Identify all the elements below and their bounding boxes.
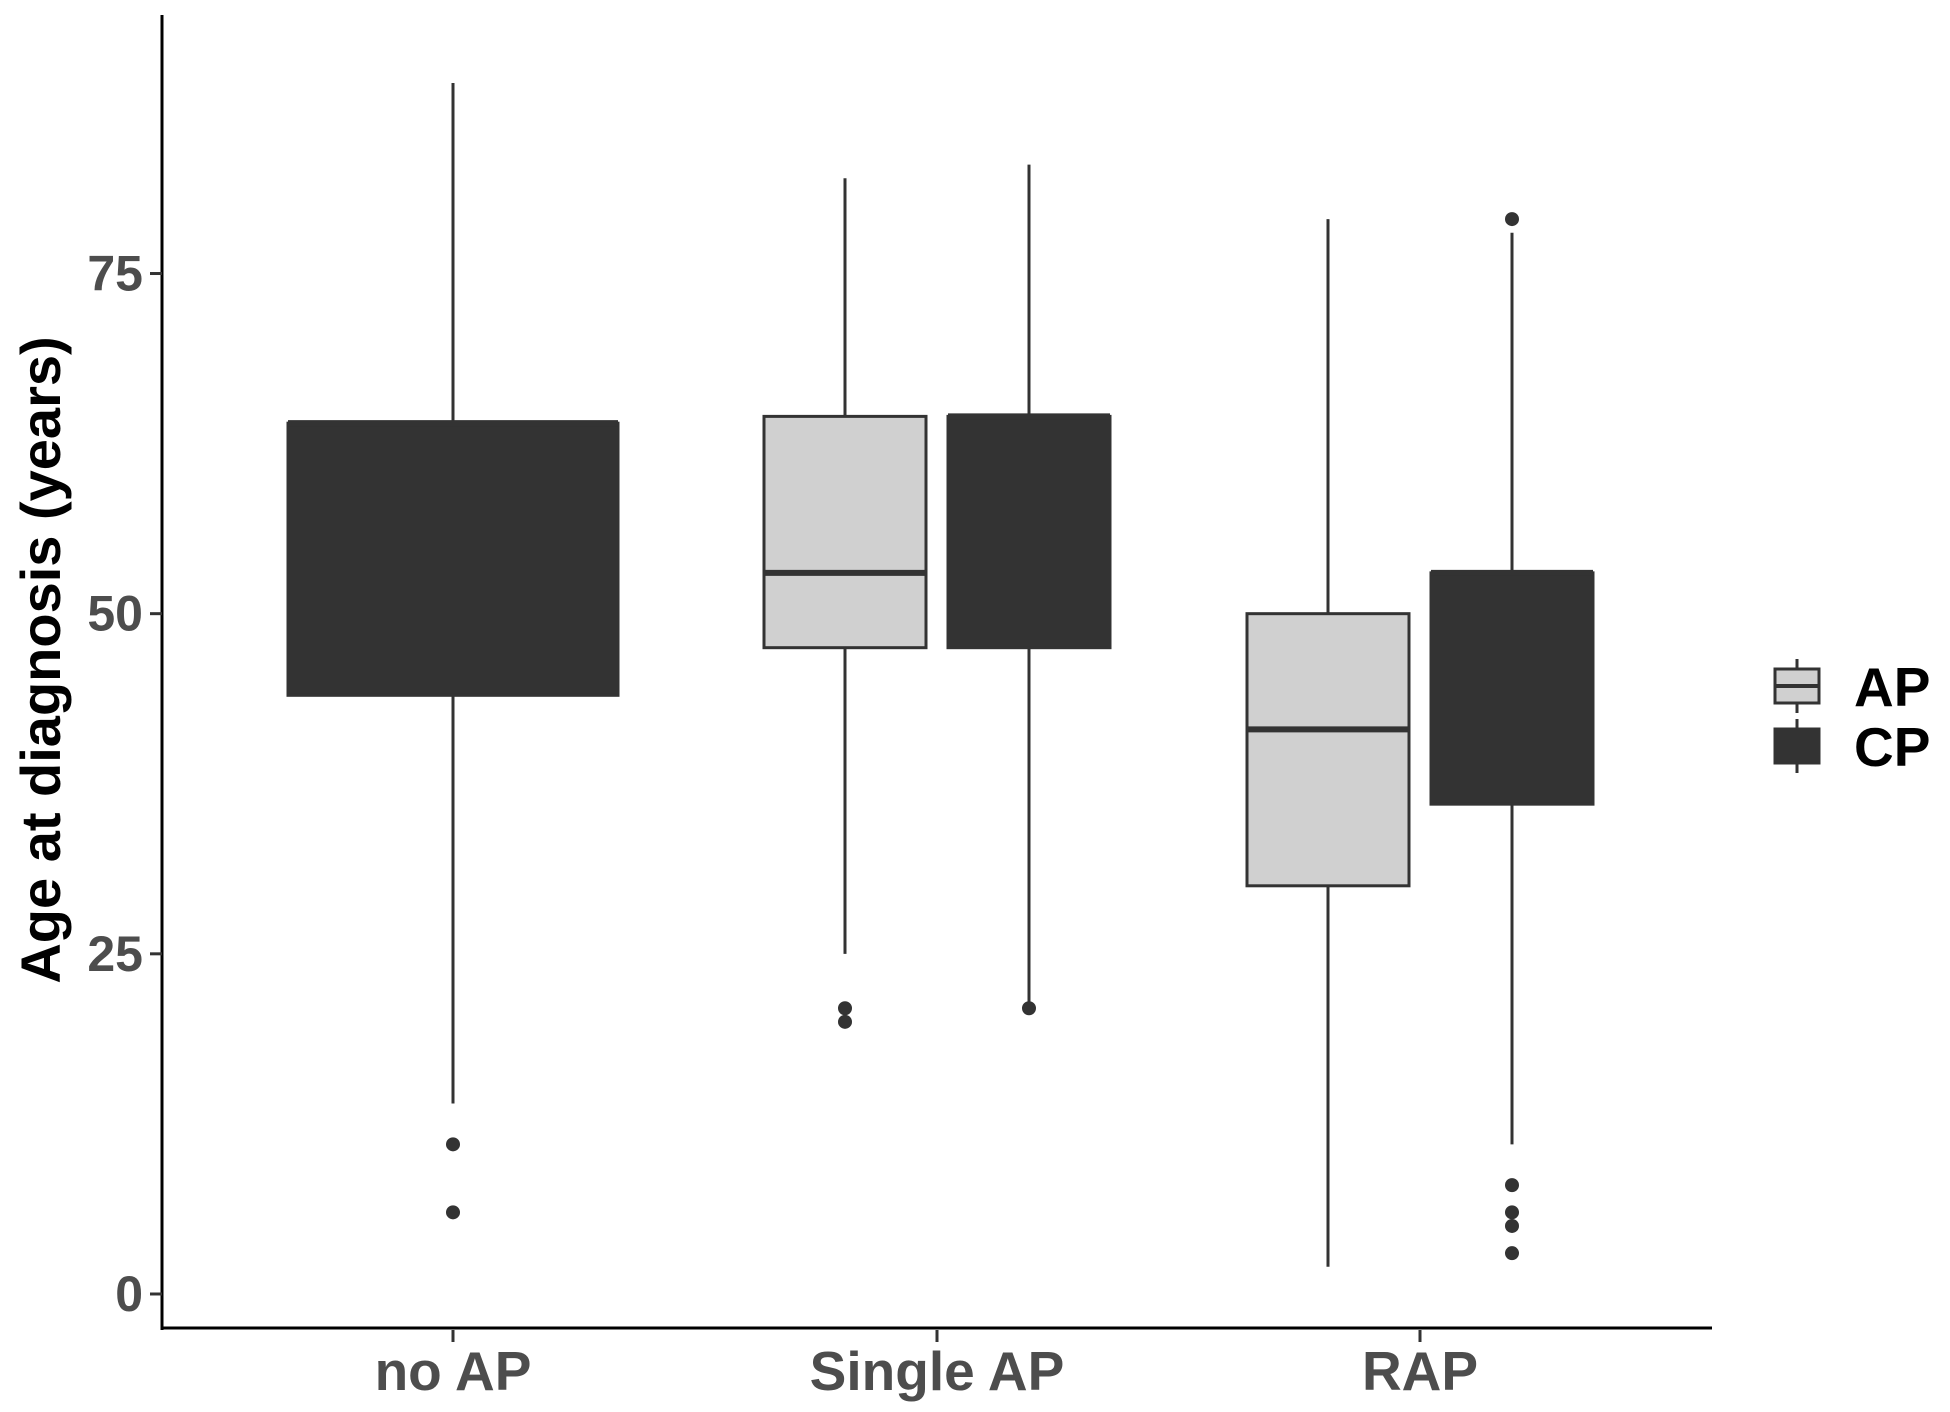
box-no-ap-cp (286, 83, 620, 1220)
y-axis-title: Age at diagnosis (years) (9, 336, 72, 983)
outlier-point (1505, 1205, 1519, 1220)
box-single-ap-cp (946, 164, 1112, 1016)
y-tick-label: 25 (87, 926, 143, 982)
legend-entry-cp: CP (1773, 716, 1930, 778)
x-tick-label: Single AP (810, 1340, 1065, 1402)
outlier-point (446, 1205, 460, 1220)
outlier-point (1505, 1218, 1519, 1233)
y-ticks-layer: 0 25 50 75 (87, 246, 162, 1322)
y-tick-label: 75 (87, 246, 143, 302)
outlier-point (838, 1014, 852, 1029)
box-body (286, 421, 620, 697)
outlier-point (1505, 212, 1519, 227)
legend-label: CP (1854, 716, 1930, 778)
box-body (946, 414, 1112, 650)
box-body (1429, 571, 1595, 806)
outlier-point (1505, 1246, 1519, 1261)
box-single-ap-ap (762, 178, 928, 1029)
x-ticks-layer: no AP Single AP RAP (375, 1330, 1478, 1402)
outlier-point (838, 1001, 852, 1016)
box-body (1245, 612, 1411, 888)
outlier-point (1505, 1178, 1519, 1193)
legend-label: AP (1854, 656, 1930, 718)
outlier-point (446, 1137, 460, 1152)
box-rap-cp (1429, 212, 1595, 1261)
x-tick-label: no AP (375, 1340, 532, 1402)
legend-entry-ap: AP (1773, 656, 1930, 718)
boxes-layer (286, 83, 1595, 1267)
y-tick-label: 50 (87, 586, 143, 642)
x-tick-label: RAP (1362, 1340, 1478, 1402)
y-tick-label: 0 (115, 1266, 143, 1322)
box-rap-ap (1245, 219, 1411, 1267)
box-body (762, 414, 928, 650)
outlier-point (1022, 1001, 1036, 1016)
